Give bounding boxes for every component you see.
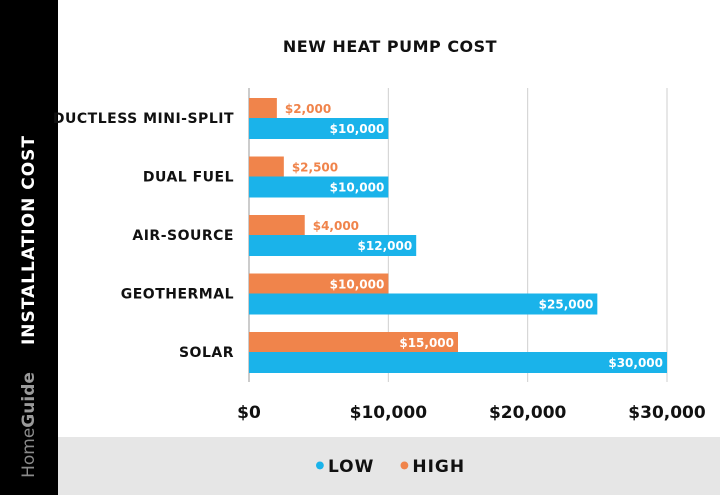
bar-low: [249, 235, 417, 256]
legend-item-high: •HIGH: [397, 454, 466, 479]
data-label-high: $4,000: [313, 219, 359, 233]
bar-chart: NEW HEAT PUMP COST $0 $10,000 $20,000 $30,00…: [53, 37, 706, 423]
legend: •LOW •HIGH: [58, 454, 720, 479]
legend-item-low: •LOW: [312, 454, 375, 479]
x-tick-label: $20,000: [489, 403, 567, 423]
legend-label-high: HIGH: [412, 456, 466, 477]
bar-high: [249, 273, 389, 294]
category-label: DUCTLESS MINI-SPLIT: [53, 111, 234, 127]
x-tick-label: $10,000: [350, 403, 428, 423]
data-label-low: $10,000: [330, 181, 385, 195]
legend-dot-low: •: [312, 454, 328, 479]
category-label: GEOTHERMAL: [121, 287, 234, 303]
data-label-low: $10,000: [330, 122, 385, 136]
chart-title: NEW HEAT PUMP COST: [283, 37, 497, 56]
bar-high: [249, 98, 277, 118]
bar-high: [249, 215, 305, 235]
legend-band: •LOW •HIGH: [58, 437, 720, 495]
x-tick-label: $30,000: [628, 403, 706, 423]
data-label-low: $25,000: [539, 298, 594, 312]
data-label-low: $12,000: [358, 239, 413, 253]
legend-dot-high: •: [397, 454, 413, 479]
data-label-high: $10,000: [330, 278, 385, 292]
bar-high: [249, 156, 284, 177]
data-label-high: $2,500: [292, 161, 338, 175]
bar-low: [249, 118, 389, 139]
data-label-low: $30,000: [608, 356, 663, 370]
category-label: SOLAR: [179, 345, 234, 361]
data-label-high: $2,000: [285, 102, 331, 116]
bar-low: [249, 293, 598, 315]
sidebar: INSTALLATION COST HomeGuide: [0, 0, 58, 495]
legend-label-low: LOW: [327, 456, 375, 477]
data-label-high: $15,000: [399, 336, 454, 350]
category-label: DUAL FUEL: [143, 170, 234, 186]
bar-high: [249, 332, 458, 352]
x-tick-label: $0: [237, 403, 261, 423]
category-label: AIR-SOURCE: [132, 228, 234, 244]
bar-low: [249, 176, 389, 198]
bar-low: [249, 352, 667, 373]
